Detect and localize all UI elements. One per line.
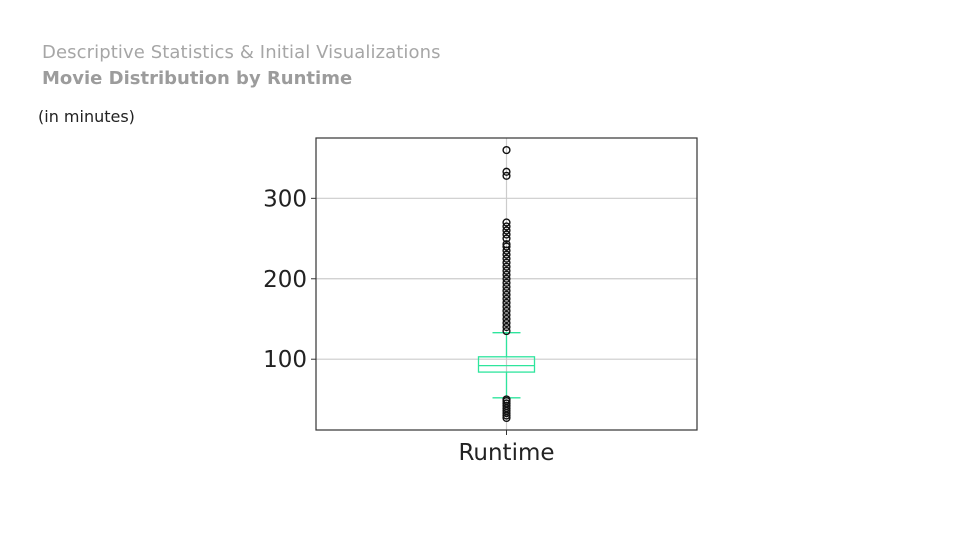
outlier-point [502,306,511,316]
outlier-point [502,298,511,308]
unit-note: (in minutes) [38,107,135,126]
x-tick-labels: Runtime [458,430,555,466]
runtime-boxplot: 100 200 300 Runtime [263,137,698,466]
outlier-point [502,262,511,271]
y-tick-label: 200 [263,267,307,293]
outlier-point [502,302,511,312]
outlier-point [502,250,511,259]
outlier-point [502,318,511,328]
outlier-point [502,218,511,227]
outlier-point [502,278,511,287]
outlier-point [502,294,511,303]
outlier-point [502,167,511,176]
outlier-point [502,274,511,283]
outlier-point [502,395,511,404]
y-tick-label: 100 [263,347,307,373]
y-tick-labels: 100 200 300 [263,186,316,373]
outlier-point [502,226,511,235]
outlier-point [502,266,511,275]
y-tick-label: 300 [263,186,307,212]
outlier-point [502,290,511,299]
outlier-points [502,145,511,423]
outlier-point [502,145,511,155]
outlier-point [502,222,511,231]
outlier-point [502,171,511,180]
outlier-point [502,258,511,267]
outlier-point [502,282,511,291]
outlier-point [502,234,511,243]
outlier-point [502,286,511,295]
outlier-point [502,322,511,332]
box-elements [477,332,536,399]
outlier-point [502,310,511,320]
slide-subtitle: Descriptive Statistics & Initial Visuali… [42,42,441,63]
outlier-point [502,270,511,279]
outlier-point [502,326,511,336]
slide-title: Movie Distribution by Runtime [42,68,353,89]
outlier-point [502,314,511,324]
outlier-point [502,240,511,249]
outlier-point [502,254,511,263]
outlier-point [502,230,511,239]
outlier-point [502,399,511,408]
x-tick-label: Runtime [458,440,554,466]
outlier-point [502,242,511,251]
